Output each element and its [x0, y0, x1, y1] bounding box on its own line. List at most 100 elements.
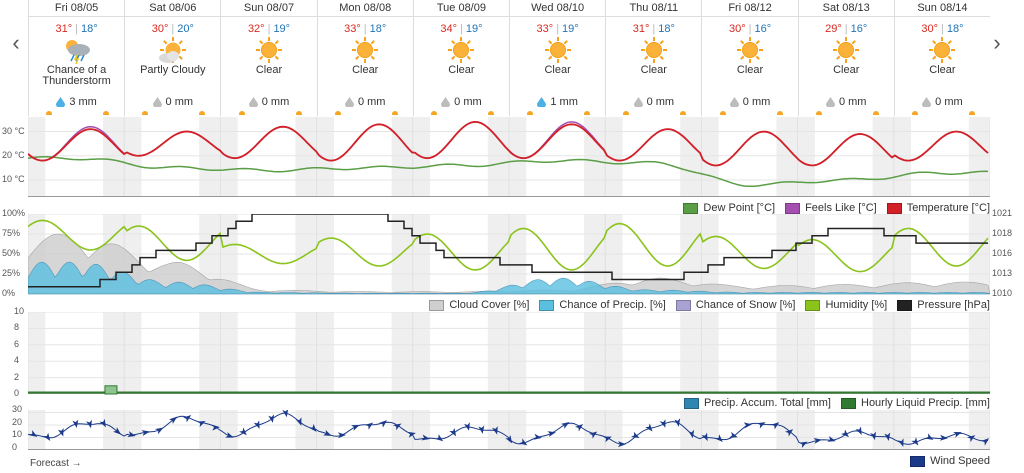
wind-arrow-head: [337, 432, 346, 439]
wind-arrow-head: [631, 431, 640, 439]
temperature-chart: [27, 117, 991, 221]
precip-amount: 3 mm: [29, 96, 124, 108]
day-name: Wed 08/10: [510, 0, 606, 17]
legend-chance-precip[interactable]: Chance of Precip. [%]: [539, 299, 666, 311]
sun-icon: [737, 37, 764, 63]
night-band: [584, 410, 623, 450]
axis-tick-label: 1018: [992, 228, 1013, 238]
axis-tick-label: 4: [14, 355, 20, 366]
precip-value: 1 mm: [550, 96, 578, 108]
precip-amount: 0 mm: [125, 96, 220, 108]
day-column[interactable]: Fri 08/12 30° | 16° Clear 0 mm: [701, 0, 798, 116]
wind-direction-arrow: [757, 422, 766, 429]
wind-arrow-head: [827, 436, 836, 442]
wind-direction-arrow: [351, 424, 360, 431]
legend-chance-snow[interactable]: Chance of Snow [%]: [675, 299, 795, 311]
wind-direction-arrow: [492, 426, 498, 435]
wind-arrow-head: [519, 438, 528, 446]
axis-tick-label: 10: [14, 306, 25, 316]
day-low: 18°: [658, 23, 675, 35]
day-column[interactable]: Sun 08/14 30° | 18° Clear 0 mm: [893, 0, 991, 116]
temp-separator: |: [941, 23, 944, 35]
day-name: Fri 08/05: [29, 0, 125, 17]
droplet-gray-icon: [248, 97, 258, 108]
legend-pressure[interactable]: Pressure [hPa]: [897, 299, 990, 311]
axis-tick-label: 0: [12, 441, 18, 452]
temp-separator: |: [459, 23, 463, 35]
day-column[interactable]: Sat 08/13 29° | 16° Clear 0 mm: [797, 0, 894, 116]
precipitation-chart: [27, 311, 991, 398]
wind-arrow-head: [645, 423, 653, 432]
condition-text: Clear: [544, 64, 571, 76]
legend-hourly-liquid[interactable]: Hourly Liquid Precip. [mm]: [841, 397, 990, 409]
day-column[interactable]: Thu 08/11 31° | 18° Clear 0 mm: [605, 0, 702, 116]
precip-value: 3 mm: [69, 96, 97, 108]
day-temps: 30° | 20°: [125, 23, 220, 35]
axis-tick-label: 75%: [2, 228, 21, 238]
axis-tick-label: 1021: [992, 208, 1013, 218]
condition-text: Clear: [448, 64, 475, 76]
day-column[interactable]: Tue 08/09 34° | 19° Clear 0 mm: [412, 0, 510, 116]
wind-direction-arrow: [870, 431, 877, 441]
wind-direction-arrow: [533, 433, 542, 440]
sunset-marker: [103, 111, 110, 115]
droplet-gray-icon: [633, 97, 643, 108]
legend-wind-speed-label: Wind Speed: [930, 455, 990, 467]
day-column[interactable]: Sat 08/06 30° | 20° Partly Cloudy 0 mm: [124, 0, 221, 116]
legend-pressure-label: Pressure [hPa]: [917, 299, 990, 311]
day-name: Sun 08/14: [894, 0, 991, 17]
wind-arrow-head: [183, 415, 192, 423]
droplet-gray-icon: [825, 97, 835, 108]
temperature-line: [27, 120, 989, 167]
prev-arrow-button[interactable]: ‹: [12, 30, 20, 55]
day-column[interactable]: Sun 08/07 32° | 19° Clear 0 mm: [220, 0, 317, 116]
legend-wind-speed[interactable]: Wind Speed: [910, 455, 990, 467]
legend-feels-like[interactable]: Feels Like [°C]: [785, 202, 877, 214]
day-column[interactable]: Wed 08/10 33° | 19° Clear 1 mm: [509, 0, 606, 116]
day-low: 18°: [81, 23, 98, 35]
axis-tick-label: 0: [14, 388, 20, 398]
precip-amount: 0 mm: [799, 96, 894, 108]
droplet-gray-icon: [152, 97, 162, 108]
axis-tick-label: 2: [14, 371, 20, 382]
wind-arrow-head: [407, 431, 416, 438]
wind-arrow-head: [351, 424, 360, 431]
day-column[interactable]: Mon 08/08 33° | 18° Clear 0 mm: [316, 0, 413, 116]
wind-arrow-head: [939, 434, 948, 441]
wind-direction-arrow: [841, 429, 849, 438]
sunrise-marker: [430, 111, 437, 115]
legend-humidity[interactable]: Humidity [%]: [805, 299, 887, 311]
wind-direction-arrow: [631, 431, 640, 439]
legend-dew-point[interactable]: Dew Point [°C]: [683, 202, 775, 214]
precipitation-legend: Precip. Accum. Total [mm] Hourly Liquid …: [684, 397, 990, 409]
wind-direction-arrow: [659, 419, 666, 428]
wind-chart: [27, 408, 991, 456]
wind-direction-arrow: [771, 422, 780, 430]
wind-arrow-head: [715, 434, 723, 442]
wind-direction-arrow: [155, 427, 164, 435]
wind-direction-arrow: [43, 432, 51, 441]
next-arrow-button[interactable]: ›: [993, 30, 1001, 55]
wind-direction-arrow: [743, 422, 752, 429]
raindrop-icon: [537, 97, 547, 108]
wind-arrow-head: [841, 429, 849, 438]
day-name: Thu 08/11: [606, 0, 702, 17]
wind-direction-arrow: [57, 427, 64, 437]
pressure-line: [28, 213, 988, 288]
wind-direction-arrow: [897, 438, 904, 447]
sunrise-marker: [238, 111, 245, 115]
wind-direction-arrow: [561, 422, 570, 429]
wind-arrow-head: [449, 427, 457, 437]
legend-temperature[interactable]: Temperature [°C]: [886, 202, 990, 214]
day-low: 20°: [177, 23, 194, 35]
legend-precip-accum[interactable]: Precip. Accum. Total [mm]: [684, 397, 831, 409]
night-band: [295, 117, 334, 197]
legend-cloud-cover[interactable]: Cloud Cover [%]: [429, 299, 529, 311]
precip-chance-area: [27, 261, 991, 295]
wind-direction-arrow: [113, 427, 122, 435]
day-column[interactable]: Fri 08/05 31° | 18° Chance of a Thunderstorm…: [28, 0, 125, 116]
wind-direction-arrow: [827, 436, 836, 442]
wind-direction-arrow: [967, 435, 976, 443]
wind-arrow-head: [365, 422, 374, 430]
night-band: [776, 410, 815, 450]
